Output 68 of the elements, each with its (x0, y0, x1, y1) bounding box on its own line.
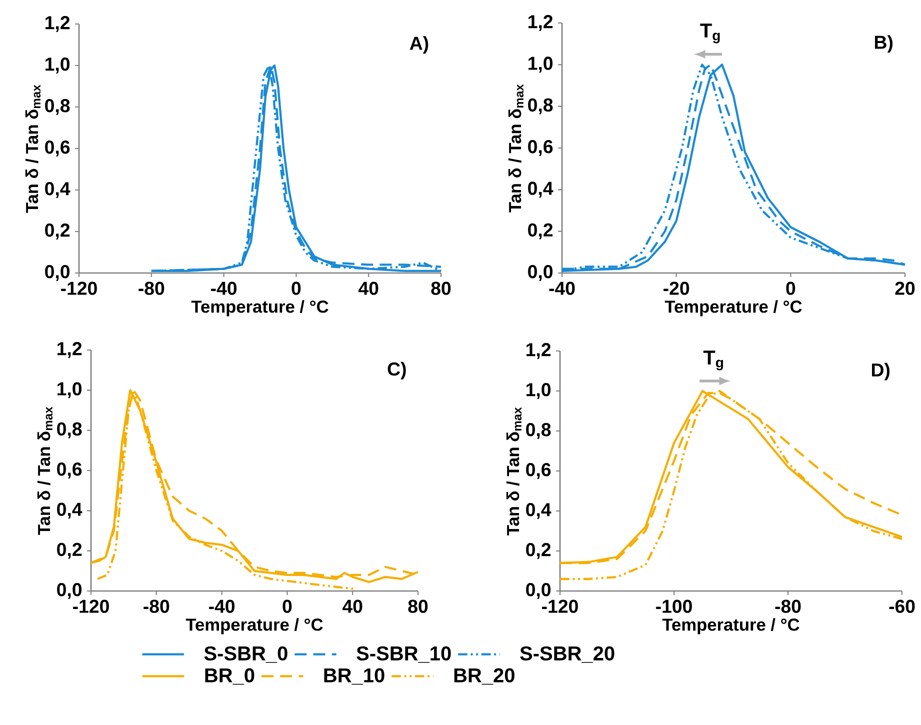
x-axis-title: Temperature / °C (186, 618, 323, 634)
x-tick-label: -20 (664, 282, 690, 295)
y-tick-label: 0,6 (57, 462, 82, 478)
x-tick-label: -120 (73, 600, 109, 613)
annotation: T$_{g}$ (700, 24, 720, 44)
annotation: D) (872, 362, 890, 380)
annotation: B) (874, 35, 892, 53)
x-tick-label: -100 (656, 600, 692, 613)
y-tick-label: 0,0 (528, 265, 553, 281)
y-axis-title: Tan δ / Tan δ$_{max}$ (506, 407, 522, 536)
legend-label: BR_10 (324, 668, 384, 685)
y-tick-label: 0,8 (528, 98, 553, 114)
y-tick-label: 0,8 (45, 99, 70, 115)
x-tick-label: -80 (144, 600, 170, 613)
x-tick-label: 0 (292, 282, 301, 295)
x-tick-label: 80 (408, 600, 428, 613)
x-tick-label: 0 (786, 282, 796, 295)
legend-label: BR_20 (454, 668, 514, 685)
y-tick-label: 1,2 (528, 15, 553, 31)
y-axis-title: Tan δ / Tan δ$_{max}$ (508, 84, 524, 212)
y-tick-label: 0,8 (526, 423, 551, 439)
x-tick-label: 40 (358, 282, 378, 295)
y-tick-label: 1,2 (46, 16, 70, 32)
x-axis-title: Temperature / °C (191, 300, 328, 316)
x-tick-label: -80 (775, 600, 801, 613)
y-tick-label: 0,2 (526, 543, 551, 559)
x-tick-label: -80 (138, 282, 164, 295)
legend-label: S-SBR_0 (204, 646, 288, 663)
y-tick-label: 0,4 (526, 503, 552, 519)
y-tick-label: 0,8 (57, 422, 82, 438)
annotation: A) (410, 36, 428, 54)
x-tick-label: -40 (211, 282, 237, 295)
y-tick-label: 1,0 (58, 382, 82, 398)
y-tick-label: 0,0 (45, 265, 70, 281)
x-tick-label: -60 (889, 600, 915, 613)
x-axis-title: Temperature / °C (664, 300, 802, 316)
y-tick-label: 0,0 (57, 583, 82, 599)
y-axis-title: Tan δ / Tan δ$_{max}$ (25, 84, 41, 213)
y-tick-label: 0,4 (528, 182, 554, 198)
y-tick-label: 0,6 (526, 463, 551, 479)
legend-label: S-SBR_20 (520, 646, 614, 663)
y-tick-label: 0,2 (45, 224, 70, 240)
x-tick-label: 0 (282, 600, 292, 613)
x-tick-label: -40 (209, 600, 235, 613)
y-tick-label: 0,6 (45, 140, 70, 156)
x-tick-label: 40 (342, 600, 362, 613)
y-tick-label: 0,2 (57, 542, 82, 559)
x-tick-label: -120 (61, 282, 97, 295)
y-tick-label: 0,2 (528, 223, 553, 240)
x-tick-label: 80 (431, 282, 451, 295)
y-axis-title: Tan δ / Tan δ$_{max}$ (37, 406, 53, 535)
annotation: T$_{g}$ (703, 350, 724, 370)
x-tick-label: -40 (549, 282, 575, 295)
x-axis-title: Temperature / °C (662, 618, 800, 634)
y-tick-label: 1,2 (58, 342, 82, 358)
legend-label: S-SBR_10 (356, 646, 451, 663)
y-tick-label: 1,0 (526, 383, 551, 399)
y-tick-label: 1,0 (528, 56, 553, 73)
x-tick-label: -120 (542, 600, 578, 613)
y-tick-label: 1,2 (526, 343, 551, 359)
y-tick-label: 0,4 (45, 182, 70, 198)
legend-label: BR_0 (205, 668, 254, 685)
x-tick-label: 20 (895, 282, 915, 295)
y-tick-label: 0,6 (528, 140, 553, 156)
y-tick-label: 0,0 (526, 583, 551, 599)
y-tick-label: 0,4 (57, 502, 82, 519)
annotation: C) (388, 362, 406, 380)
y-tick-label: 1,0 (46, 58, 70, 74)
